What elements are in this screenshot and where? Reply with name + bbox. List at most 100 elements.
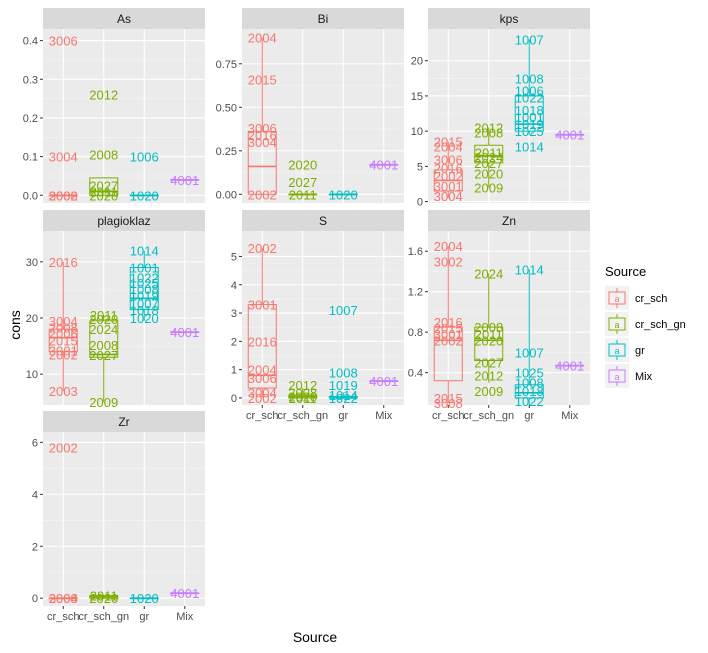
sample-label: 4001 [170,586,199,601]
panel-zn: Zn0.40.81.21.6 20043002201620153001200220… [408,210,590,422]
sample-label: 1007 [329,303,358,318]
sample-label: 3002 [434,254,463,269]
y-tick-label: 1.2 [408,287,423,299]
y-tick-label: 0.2 [23,113,38,125]
sample-label: 1022 [329,391,358,406]
facet-title: kps [500,12,519,26]
y-tick-label: 0 [32,593,38,605]
y-tick-label: 0.4 [408,368,423,380]
sample-label: 3004 [434,189,463,204]
sample-label: 2011 [289,187,317,202]
y-tick-label: 1 [231,365,237,377]
y-axis-title: cons [7,310,23,340]
sample-label: 3008 [434,396,463,411]
sample-label: 4001 [555,128,584,143]
sample-label: 2012 [89,88,118,103]
y-tick-label: 2 [32,541,38,553]
sample-label: 3006 [248,371,277,386]
sample-label: 1020 [329,187,358,202]
y-tick-label: 1.6 [408,246,423,258]
y-tick-label: 6 [32,437,38,449]
sample-label: 2020 [474,166,503,181]
facet-title: Zr [118,415,129,429]
y-tick-label: 20 [26,313,38,325]
sample-label: 4001 [555,359,584,374]
y-tick-label: 0.3 [23,74,38,86]
y-tick-label: 15 [411,91,423,103]
sample-label: 2012 [474,369,503,384]
x-tick-label: Mix [176,611,194,623]
panel-bi: Bi0.000.250.500.752004201530062016300420… [216,8,404,203]
sample-label: 2004 [248,31,277,46]
y-tick-label: 10 [26,369,38,381]
y-tick-label: 4 [32,489,38,501]
sample-label: 1020 [130,188,159,203]
x-tick-label: gr [139,611,149,623]
sample-label: 2020 [89,188,118,203]
x-tick-label: gr [338,410,348,422]
sample-label: 1007 [515,33,544,48]
y-tick-label: 10 [411,126,423,138]
sample-label: 2002 [434,333,463,348]
x-tick-label: Mix [375,410,393,422]
sample-label: 2024 [89,322,118,337]
legend-item-cr_sch: a cr_sch [605,286,667,310]
y-tick-label: 3 [231,308,237,320]
facet-title: S [319,214,327,228]
sample-label: 1006 [130,150,159,165]
sample-label: 2016 [49,255,78,270]
sample-label: 2002 [49,188,78,203]
y-tick-label: 0.75 [216,59,237,71]
sample-label: 1020 [130,311,159,326]
sample-label: 4001 [369,374,398,389]
y-tick-label: 30 [26,257,38,269]
legend-item-cr_sch_gn: a cr_sch_gn [605,312,686,336]
sample-label: 2009 [474,384,503,399]
panel-background [43,432,205,606]
sample-label: 2020 [288,158,317,173]
sample-label: 3001 [248,298,277,313]
x-tick-label: cr_sch [246,410,278,422]
sample-label: 2011 [289,391,317,406]
sample-label: 2027 [89,348,118,363]
y-tick-label: 0.00 [216,189,237,201]
y-tick-label: 20 [411,56,423,68]
legend-key-glyph: a [614,346,619,356]
sample-label: 2008 [474,126,503,141]
x-tick-label: cr_sch_gn [277,410,328,422]
panel-as: As0.00.10.20.30.4 30063004300820022012200… [23,8,205,203]
sample-label: 2024 [474,266,503,281]
sample-label: 1025 [515,124,544,139]
y-tick-label: 0 [417,197,423,209]
sample-label: 2002 [248,241,277,256]
sample-label: 2015 [248,72,277,87]
y-tick-label: 0.0 [23,190,38,202]
sample-label: 1014 [130,244,159,259]
sample-label: 1014 [515,140,544,155]
sample-label: 3004 [248,135,277,150]
sample-label: 3004 [49,150,78,165]
facet-title: Zn [502,214,516,228]
sample-label: 4001 [369,158,398,173]
y-tick-label: 5 [417,161,423,173]
legend-label: cr_sch [635,293,667,305]
sample-label: 2020 [89,591,118,606]
sample-label: 2002 [49,441,78,456]
legend-key-glyph: a [614,372,619,382]
y-tick-label: 2 [231,336,237,348]
y-tick-label: 5 [231,251,237,263]
legend-item-Mix: a Mix [605,364,653,388]
legend-label: Mix [635,371,653,383]
sample-label: 2009 [474,181,503,196]
panel-kps: kps0510152020152004300620162002300130042… [411,8,590,209]
sample-label: 2009 [89,395,118,410]
x-tick-label: cr_sch [432,410,464,422]
sample-label: 1007 [515,345,544,360]
x-tick-label: gr [524,410,534,422]
sample-label: 3006 [49,34,78,49]
sample-label: 2002 [248,391,277,406]
sample-label: 2004 [49,591,78,606]
